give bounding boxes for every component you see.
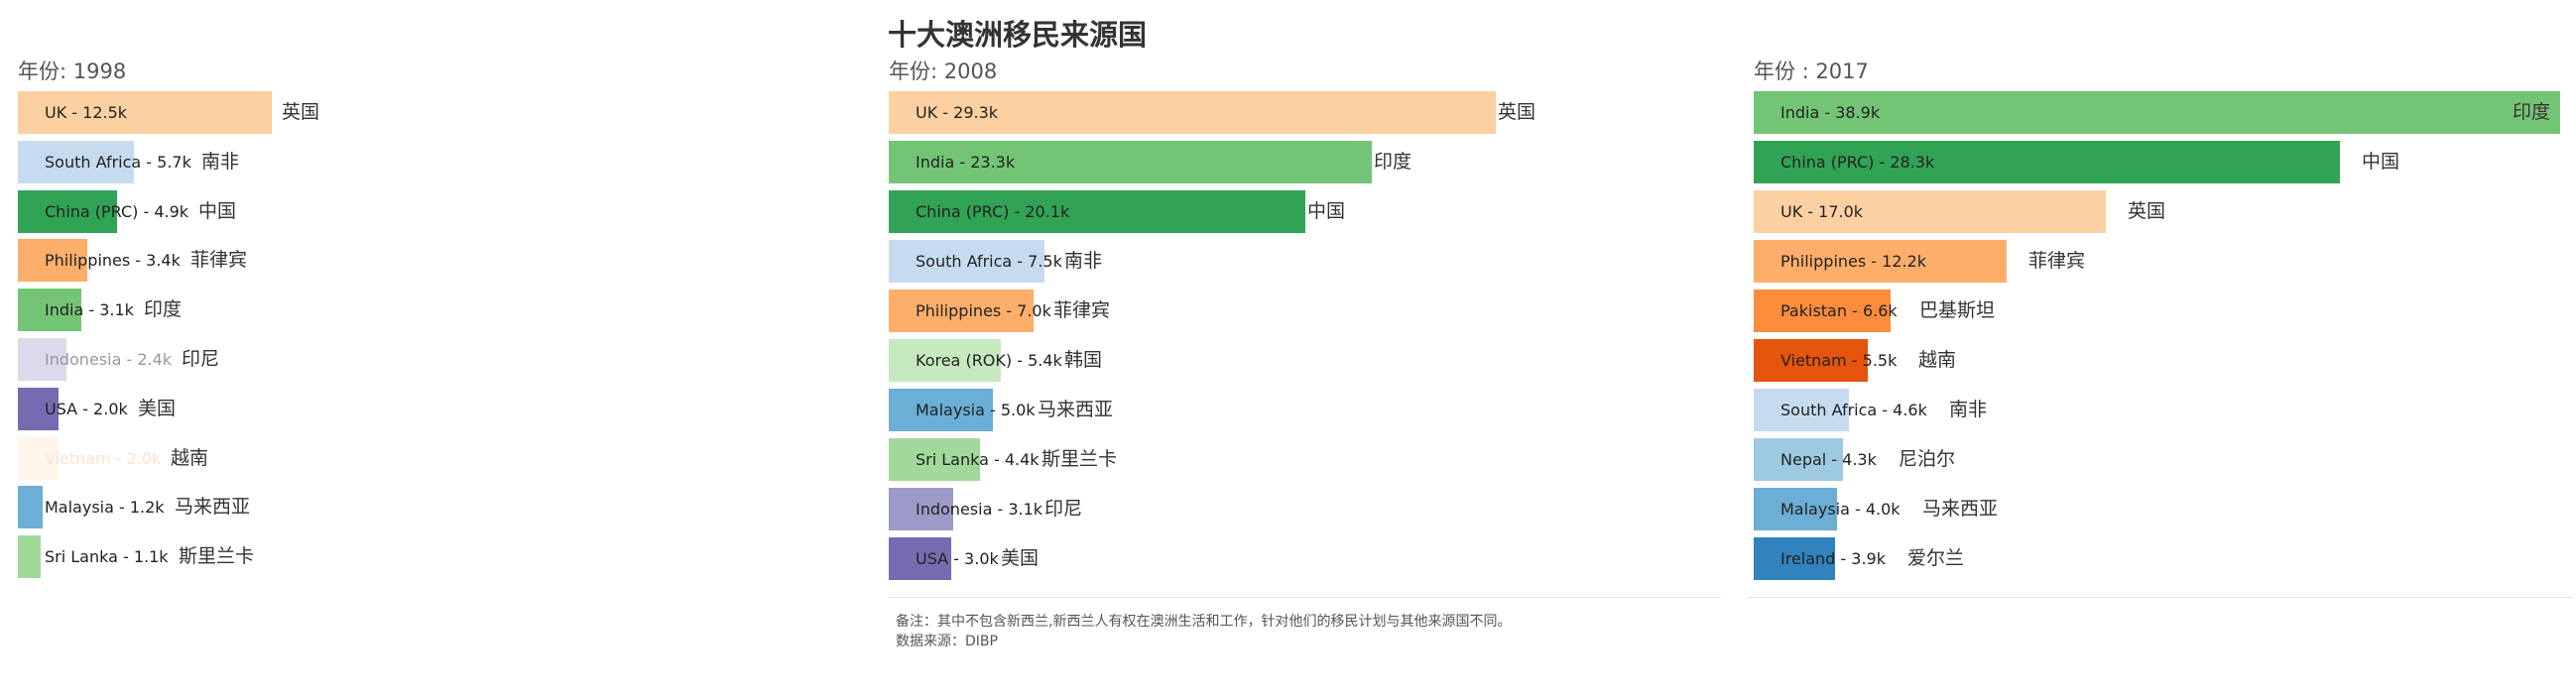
country-chinese-label: 韩国 xyxy=(1064,349,1103,371)
country-chinese-label: 美国 xyxy=(1001,547,1040,569)
bar-value-label: Sri Lanka - 4.4k xyxy=(916,450,1040,469)
country-chinese-label: 越南 xyxy=(1918,349,1957,371)
country-chinese-label: 印尼 xyxy=(1044,498,1083,520)
country-chinese-label: 越南 xyxy=(171,447,209,469)
bar-1998-india xyxy=(18,289,81,331)
bar-value-label: USA - 2.0k xyxy=(45,400,128,418)
bar-2017-vietnam xyxy=(1754,339,1868,382)
footnote: 备注：其中不包含新西兰,新西兰人有权在澳洲生活和工作，针对他们的移民计划与其他来… xyxy=(896,614,1512,630)
bar-2008-china-prc xyxy=(889,190,1305,233)
bar-2017-pakistan xyxy=(1754,290,1891,332)
country-chinese-label: 斯里兰卡 xyxy=(1042,448,1118,470)
country-chinese-label: 印尼 xyxy=(182,348,220,370)
bar-value-label: Nepal - 4.3k xyxy=(1780,450,1877,469)
bar-value-label: Philippines - 12.2k xyxy=(1780,252,1927,271)
bar-2017-south-africa xyxy=(1754,389,1849,431)
bar-value-label: Malaysia - 5.0k xyxy=(916,401,1036,419)
bar-value-label: Vietnam - 5.5k xyxy=(1780,351,1898,370)
bar-2008-korea-rok xyxy=(889,339,1001,382)
bar-1998-malaysia xyxy=(18,486,43,528)
bar-2017-philippines xyxy=(1754,240,2007,283)
bar-value-label: UK - 12.5k xyxy=(45,103,128,122)
bar-2017-india xyxy=(1754,91,2560,134)
bar-2008-uk xyxy=(889,91,1496,134)
bar-2017-nepal xyxy=(1754,438,1843,481)
bar-value-label: Sri Lanka - 1.1k xyxy=(45,547,169,566)
bar-value-label: India - 38.9k xyxy=(1780,103,1881,122)
bar-value-label: South Africa - 4.6k xyxy=(1780,401,1927,419)
bar-2008-usa xyxy=(889,537,951,580)
bar-value-label: Ireland - 3.9k xyxy=(1780,549,1886,568)
bar-value-label: Malaysia - 4.0k xyxy=(1780,500,1901,519)
country-chinese-label: 印度 xyxy=(1374,151,1412,173)
bar-value-label: Philippines - 3.4k xyxy=(45,251,181,270)
chart-title: 十大澳洲移民来源国 xyxy=(888,18,1148,52)
country-chinese-label: 爱尔兰 xyxy=(1907,547,1965,569)
country-chinese-label: 南非 xyxy=(201,151,240,173)
bar-2008-south-africa xyxy=(889,240,1044,283)
bar-value-label: Malaysia - 1.2k xyxy=(45,498,165,517)
bar-1998-china-prc xyxy=(18,190,117,233)
bar-value-label: Vietnam - 2.0k xyxy=(45,449,162,468)
bar-value-label: Indonesia - 2.4k xyxy=(45,350,173,369)
year-label-1998: 年份: 1998 xyxy=(18,59,127,83)
bar-value-label: Pakistan - 6.6k xyxy=(1780,301,1898,320)
country-chinese-label: 中国 xyxy=(198,200,237,222)
year-label-2017: 年份 : 2017 xyxy=(1754,59,1869,83)
bar-2008-philippines xyxy=(889,290,1034,332)
bar-1998-usa xyxy=(18,388,59,430)
bar-2017-uk xyxy=(1754,190,2106,233)
bar-value-label: China (PRC) - 20.1k xyxy=(916,202,1070,221)
country-chinese-label: 英国 xyxy=(2128,200,2166,222)
bar-1998-uk xyxy=(18,91,272,134)
bar-value-label: South Africa - 7.5k xyxy=(916,252,1062,271)
bar-2008-indonesia xyxy=(889,488,953,530)
bar-1998-philippines xyxy=(18,239,87,282)
bar-1998-vietnam xyxy=(18,437,59,480)
country-chinese-label: 印度 xyxy=(144,298,183,320)
country-chinese-label: 马来西亚 xyxy=(1922,498,1999,520)
country-chinese-label: 巴基斯坦 xyxy=(1919,299,1996,321)
bar-value-label: Korea (ROK) - 5.4k xyxy=(916,351,1062,370)
bar-value-label: UK - 29.3k xyxy=(916,103,999,122)
bar-value-label: China (PRC) - 4.9k xyxy=(45,202,189,221)
country-chinese-label: 美国 xyxy=(138,398,177,419)
bar-2008-malaysia xyxy=(889,389,993,431)
country-chinese-label: 南非 xyxy=(1064,250,1103,272)
bar-2017-ireland xyxy=(1754,537,1835,580)
bar-value-label: China (PRC) - 28.3k xyxy=(1780,153,1935,172)
country-chinese-label: 英国 xyxy=(282,101,320,123)
country-chinese-label: 菲律宾 xyxy=(2028,250,2086,272)
country-chinese-label: 印度 xyxy=(2513,101,2551,123)
bar-1998-sri-lanka xyxy=(18,535,41,578)
bar-2008-india xyxy=(889,141,1372,183)
country-chinese-label: 马来西亚 xyxy=(175,496,251,518)
country-chinese-label: 尼泊尔 xyxy=(1899,448,1956,470)
country-chinese-label: 菲律宾 xyxy=(1053,299,1111,321)
notes-divider-right xyxy=(1748,597,2573,598)
bar-1998-south-africa xyxy=(18,141,134,183)
data-source: 数据来源：DIBP xyxy=(896,634,998,649)
bar-value-label: South Africa - 5.7k xyxy=(45,153,191,172)
year-label-2008: 年份: 2008 xyxy=(889,59,998,83)
bar-value-label: USA - 3.0k xyxy=(916,549,999,568)
country-chinese-label: 南非 xyxy=(1949,399,1988,420)
country-chinese-label: 马来西亚 xyxy=(1038,399,1114,420)
bar-2008-sri-lanka xyxy=(889,438,980,481)
notes-divider xyxy=(888,597,1721,598)
country-chinese-label: 菲律宾 xyxy=(190,249,248,271)
country-chinese-label: 斯里兰卡 xyxy=(179,545,255,567)
country-chinese-label: 中国 xyxy=(1307,200,1346,222)
bar-value-label: India - 3.1k xyxy=(45,300,134,319)
bar-2017-china-prc xyxy=(1754,141,2340,183)
country-chinese-label: 中国 xyxy=(2362,151,2400,173)
bar-value-label: Philippines - 7.0k xyxy=(916,301,1051,320)
bar-value-label: UK - 17.0k xyxy=(1780,202,1864,221)
bar-value-label: India - 23.3k xyxy=(916,153,1016,172)
bar-2017-malaysia xyxy=(1754,488,1837,530)
bar-value-label: Indonesia - 3.1k xyxy=(916,500,1043,519)
country-chinese-label: 英国 xyxy=(1498,101,1536,123)
bar-1998-indonesia xyxy=(18,338,66,381)
